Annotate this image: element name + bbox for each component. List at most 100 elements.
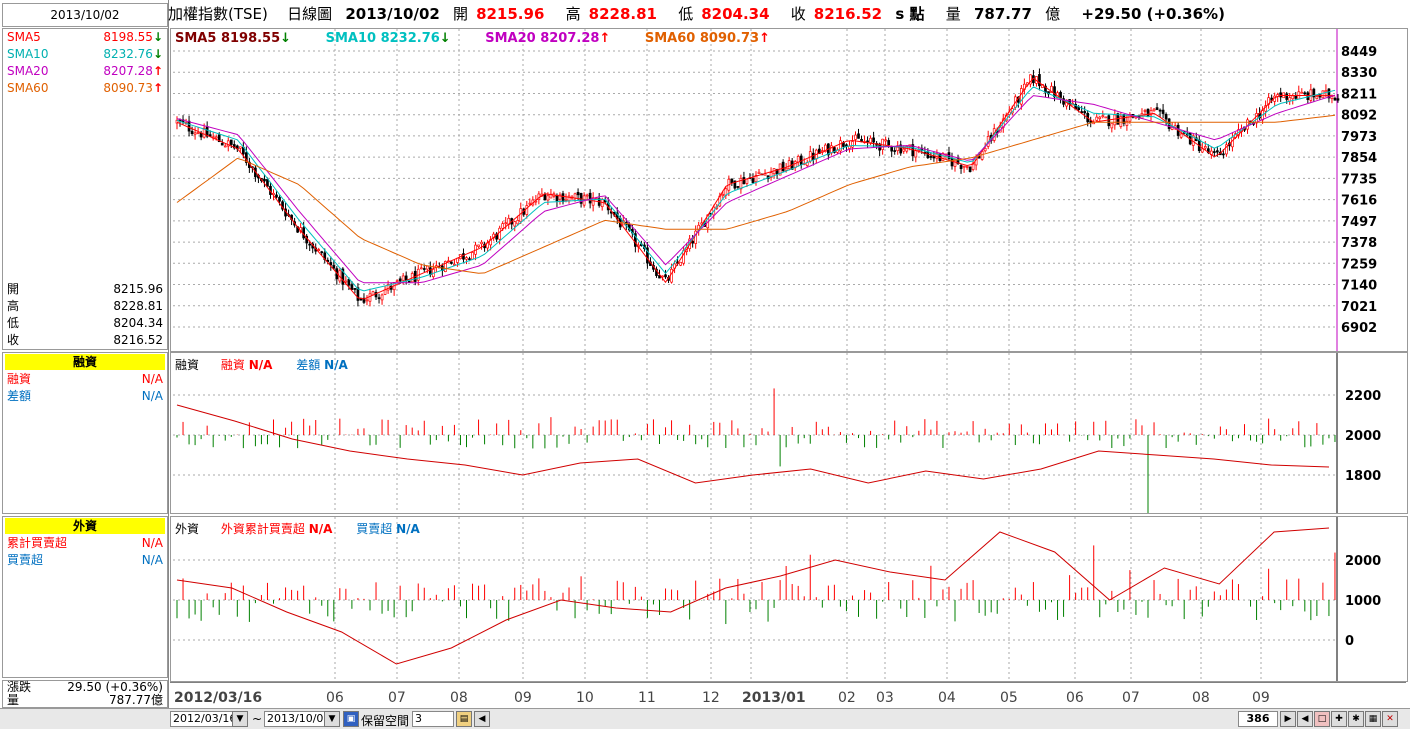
legend-sma20-arrow-icon: ↑ — [599, 31, 611, 46]
window-icon[interactable]: ▦ — [1365, 711, 1381, 727]
price-tick-label: 7497 — [1341, 215, 1377, 230]
candle-body — [317, 249, 321, 251]
date-tick-label: 07 — [1122, 690, 1140, 706]
sma10-row: SMA10 8232.76↓ — [3, 46, 167, 63]
candle-body — [1110, 123, 1114, 129]
candle-body — [450, 261, 453, 264]
open-quote: 開 8215.96 — [453, 5, 552, 23]
bar-count-input[interactable]: 386 — [1238, 711, 1278, 727]
date-tick-label: 08 — [450, 690, 468, 706]
end-date-select[interactable]: 2013/10/02 — [264, 711, 330, 727]
high-row: 高 8228.81 — [3, 298, 167, 315]
legend-sma5-value: 8198.55 — [220, 31, 281, 46]
candle-body — [1300, 91, 1304, 94]
price-panel[interactable]: 8449 8330 8211 8092 7973 7854 7735 7616 7497 7378… — [170, 28, 1408, 352]
candle-body — [857, 133, 860, 139]
tool-icon[interactable]: ✱ — [1348, 711, 1364, 727]
keep-space-icon[interactable]: ▣ — [343, 711, 359, 727]
candle-body — [1203, 146, 1207, 149]
open-quote-value: 8215.96 — [476, 5, 545, 23]
candle-body — [386, 284, 390, 291]
candle-body — [929, 156, 933, 158]
candle-body — [498, 227, 502, 240]
price-tick-label: 7854 — [1341, 151, 1377, 166]
start-date-value: 2012/03/16 — [173, 712, 237, 725]
candle-body — [516, 220, 520, 225]
start-date-select[interactable]: 2012/03/16 — [170, 711, 236, 727]
date-tick-label: 03 — [876, 690, 894, 706]
keep-space-value: 3 — [415, 712, 422, 725]
candle-body — [1080, 111, 1084, 113]
end-date-dropdown-icon[interactable]: ▼ — [324, 711, 340, 727]
date-tick-label: 04 — [938, 690, 956, 706]
change-box: 漲跌 29.50 (+0.36%) 量 787.77億 — [2, 680, 168, 708]
candle-body — [1285, 93, 1289, 100]
sma-values-box: SMA5 8198.55↓ SMA10 8232.76↓ SMA20 8207.… — [2, 28, 168, 350]
sma-line-sma60 — [176, 114, 1336, 274]
candle-body — [679, 261, 682, 266]
scroll-left-icon[interactable]: ◀ — [474, 711, 490, 727]
foreign-net-row: 買賣超 N/A — [3, 552, 167, 569]
legend-sma10-value: 8232.76 — [380, 31, 440, 46]
zoom-out-icon[interactable]: ◀ — [1297, 711, 1313, 727]
candle-body — [823, 144, 827, 152]
candle-body — [1303, 92, 1307, 95]
candle-body — [935, 152, 939, 159]
candle-body — [941, 153, 945, 161]
quote-date: 2013/10/02 — [345, 5, 440, 23]
candle-body — [217, 134, 221, 143]
bottom-toolbar: 2012/03/16 ▼ ~ 2013/10/02 ▼ ▣ 保留空間 3 ▤ ◀… — [0, 708, 1410, 729]
folder-icon[interactable]: ▤ — [456, 711, 472, 727]
candle-body — [347, 278, 351, 286]
close-value: 8216.52 — [113, 333, 163, 347]
date-tick-label: 09 — [514, 690, 532, 706]
candle-body — [395, 280, 399, 283]
candle-body — [199, 132, 203, 138]
candle-body — [884, 139, 888, 142]
sma20-row: SMA20 8207.28↑ — [3, 63, 167, 80]
candle-body — [914, 150, 918, 158]
candle-body — [1053, 86, 1056, 98]
candle-body — [501, 223, 505, 229]
candle-body — [817, 148, 821, 155]
start-date-dropdown-icon[interactable]: ▼ — [232, 711, 248, 727]
candle-body — [380, 294, 384, 301]
price-chart[interactable]: 8449 8330 8211 8092 7973 7854 7735 7616 7497 7378… — [171, 29, 1407, 351]
open-value: 8215.96 — [113, 282, 163, 296]
margin-chart[interactable]: 2200 2000 1800 — [171, 353, 1407, 513]
foreign-chart[interactable]: 2000 1000 0 — [171, 517, 1407, 681]
scroll-right-icon[interactable]: ▶ — [1280, 711, 1296, 727]
settings-icon[interactable]: ✚ — [1331, 711, 1347, 727]
foreign-legend1-value: N/A — [308, 522, 333, 536]
candle-body — [893, 150, 897, 152]
legend-sma10-label: SMA10 — [325, 31, 377, 46]
candle-body — [887, 140, 891, 146]
candle-body — [1149, 110, 1153, 116]
change-row: 漲跌 29.50 (+0.36%) — [3, 681, 167, 694]
volume-quote-label: 量 — [945, 5, 961, 23]
index-name: 加權指數(TSE) — [168, 5, 268, 23]
crosshair-icon[interactable]: □ — [1314, 711, 1330, 727]
foreign-panel[interactable]: 2000 1000 0 外資 外資累計買賣超 N/A 買賣超 N/A — [170, 516, 1408, 682]
close-quote-value: 8216.52 — [813, 5, 883, 23]
legend-sma20-label: SMA20 — [485, 31, 536, 46]
candle-body — [971, 162, 975, 170]
candle-body — [576, 191, 580, 196]
candle-body — [965, 165, 969, 168]
volume-row: 量 787.77億 — [3, 694, 167, 707]
margin-panel[interactable]: 2200 2000 1800 融資 融資 N/A 差額 N/A — [170, 352, 1408, 514]
legend-sma60-value: 8090.73 — [699, 31, 760, 46]
sma60-value: 8090.73 — [103, 81, 153, 95]
keep-space-input[interactable]: 3 — [412, 711, 454, 727]
legend-sma60-arrow-icon: ↑ — [759, 31, 770, 46]
candle-body — [344, 280, 348, 283]
price-tick-label: 7616 — [1341, 194, 1377, 209]
sma5-label: SMA5 — [7, 30, 41, 44]
candle-body — [869, 137, 872, 144]
foreign-net-value: N/A — [141, 553, 163, 567]
candle-body — [591, 197, 595, 206]
volume-label: 量 — [7, 693, 20, 707]
legend-sma60: SMA60 8090.73↑ — [645, 31, 770, 46]
close-icon[interactable]: ✕ — [1382, 711, 1398, 727]
open-label: 開 — [7, 282, 20, 296]
